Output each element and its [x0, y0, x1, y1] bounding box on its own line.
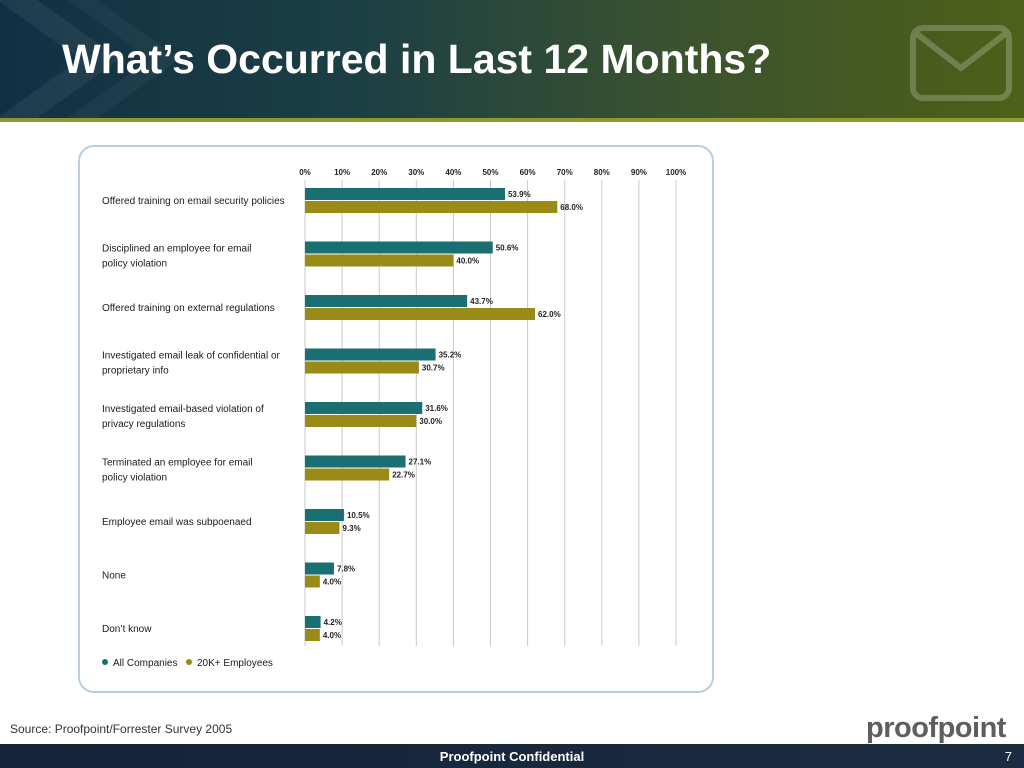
x-tick-label: 30%	[408, 168, 424, 177]
category-label: policy violation	[102, 473, 167, 484]
proofpoint-logo: proofpoint	[866, 712, 1006, 745]
category-label: privacy regulations	[102, 419, 185, 430]
data-label: 4.0%	[323, 578, 341, 587]
header-divider	[0, 118, 1024, 122]
data-label: 43.7%	[470, 297, 493, 306]
category-label: Investigated email-based violation of	[102, 404, 264, 415]
x-tick-label: 40%	[445, 168, 461, 177]
data-label: 4.2%	[324, 618, 342, 627]
x-tick-label: 50%	[482, 168, 498, 177]
data-label: 50.6%	[496, 244, 519, 253]
bar-0	[305, 402, 423, 414]
legend-marker	[102, 659, 108, 665]
legend-marker	[186, 659, 192, 665]
legend-label: All Companies	[113, 658, 177, 669]
data-label: 10.5%	[347, 511, 370, 520]
bar-1	[305, 308, 536, 320]
data-label: 31.6%	[425, 404, 448, 413]
category-label: Employee email was subpoenaed	[102, 517, 252, 528]
slide-title: What’s Occurred in Last 12 Months?	[62, 36, 772, 82]
page-number: 7	[1004, 749, 1012, 764]
category-label: Don’t know	[102, 624, 152, 635]
data-label: 4.0%	[323, 631, 341, 640]
slide-header: What’s Occurred in Last 12 Months?	[0, 0, 1024, 118]
x-tick-label: 60%	[520, 168, 536, 177]
legend-label: 20K+ Employees	[197, 658, 273, 669]
category-label: Terminated an employee for email	[102, 458, 253, 469]
bar-1	[305, 361, 419, 374]
source-note: Source: Proofpoint/Forrester Survey 2005	[10, 722, 233, 736]
bar-1	[305, 254, 454, 267]
bar-0	[305, 509, 344, 521]
data-label: 7.8%	[337, 565, 355, 574]
confidential-label: Proofpoint Confidential	[439, 749, 585, 764]
bar-0	[305, 241, 493, 254]
bar-1	[305, 201, 558, 213]
category-label: None	[102, 571, 126, 582]
data-label: 35.2%	[439, 351, 462, 360]
category-label: Disciplined an employee for email	[102, 244, 252, 255]
x-tick-label: 80%	[594, 168, 610, 177]
data-label: 68.0%	[560, 203, 583, 212]
category-label: Investigated email leak of confidential …	[102, 351, 281, 362]
bar-0	[305, 348, 436, 361]
data-label: 9.3%	[343, 524, 361, 533]
bar-0	[305, 188, 505, 200]
bar-0	[305, 295, 468, 307]
data-label: 27.1%	[409, 458, 432, 467]
bar-0	[305, 562, 334, 575]
x-tick-label: 100%	[666, 168, 686, 177]
data-label: 30.7%	[422, 364, 445, 373]
bar-1	[305, 575, 320, 588]
data-label: 62.0%	[538, 310, 561, 319]
bar-1	[305, 629, 320, 641]
slide-footer: Proofpoint Confidential 7	[0, 744, 1024, 768]
data-label: 53.9%	[508, 190, 531, 199]
bar-0	[305, 616, 321, 628]
x-tick-label: 0%	[299, 168, 311, 177]
x-tick-label: 90%	[631, 168, 647, 177]
x-tick-label: 10%	[334, 168, 350, 177]
logo-text: proofpoint	[866, 712, 1006, 744]
category-label: Offered training on email security polic…	[102, 196, 285, 207]
data-label: 22.7%	[392, 471, 415, 480]
chevron-decoration-icon	[0, 0, 180, 118]
category-label: Offered training on external regulations	[102, 303, 275, 314]
x-tick-label: 70%	[557, 168, 573, 177]
data-label: 30.0%	[419, 417, 442, 426]
bar-1	[305, 468, 390, 481]
x-tick-label: 20%	[371, 168, 387, 177]
bar-1	[305, 522, 340, 534]
envelope-icon	[910, 25, 1012, 101]
data-label: 40.0%	[456, 257, 479, 266]
category-label: policy violation	[102, 259, 167, 270]
category-label: proprietary info	[102, 366, 169, 377]
bar-1	[305, 415, 417, 427]
bar-0	[305, 455, 406, 468]
